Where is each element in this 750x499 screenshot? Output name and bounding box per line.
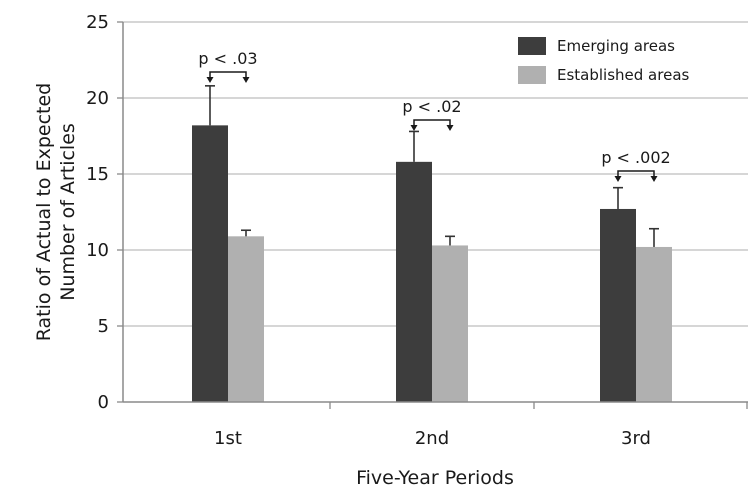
significance-label: p < .02 [402,97,461,116]
significance-bracket [617,170,655,180]
y-axis-title: Ratio of Actual to Expected Number of Art… [33,83,79,342]
significance-label: p < .03 [198,49,257,68]
significance-bracket [413,119,451,129]
bar-established [228,236,264,402]
significance-bracket [209,71,247,81]
legend-label: Emerging areas [557,37,675,55]
x-tick-label: 2nd [415,428,449,449]
axis-titles: Five-Year Periods Ratio of Actual to Expe… [33,83,514,489]
bracket-arrow [650,176,658,182]
significance-label: p < .002 [601,148,670,167]
y-tick-label: 15 [86,164,109,185]
bracket-arrow [206,77,214,83]
bracket-arrow [614,176,622,182]
x-tick-label: 1st [214,428,242,449]
bar-established [432,245,468,402]
legend: Emerging areas Established areas [518,37,690,84]
y-tick-label: 20 [86,88,109,109]
y-axis-title-line: Ratio of Actual to Expected [33,83,55,342]
legend-swatch [518,37,546,55]
bar-emerging [600,208,636,402]
y-tick-label: 0 [98,392,109,413]
x-tick-label: 3rd [621,428,651,449]
bracket-arrow [242,77,250,83]
axes: 0 5 10 15 20 25 1st 2nd 3rd [86,12,748,449]
y-tick-label: 25 [86,12,109,33]
x-axis-title: Five-Year Periods [356,467,514,489]
bar-emerging [396,161,432,402]
legend-swatch [518,66,546,84]
y-tick-label: 5 [98,316,109,337]
bracket-arrow [446,125,454,131]
bracket-arrow [410,125,418,131]
y-tick-label: 10 [86,240,109,261]
bar-established [636,246,672,402]
legend-label: Established areas [557,66,690,84]
bars [192,85,672,403]
significance-annotations: p < .03 p < .02 p < .002 [198,49,671,182]
y-axis-title-line: Number of Articles [57,123,79,301]
bar-emerging [192,125,228,403]
